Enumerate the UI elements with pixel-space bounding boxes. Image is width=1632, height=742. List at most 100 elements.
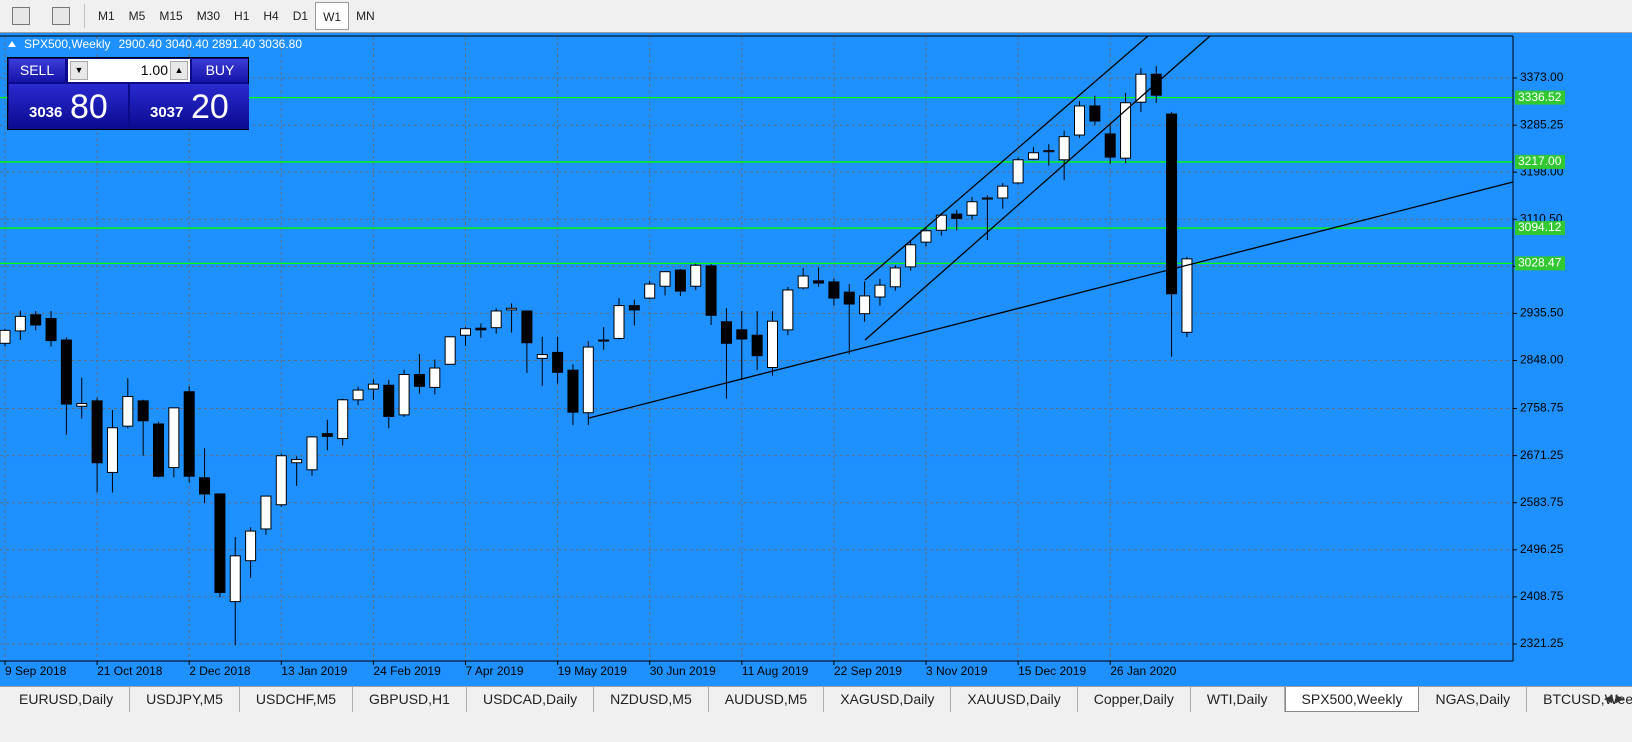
volume-down[interactable]: ▼ xyxy=(70,61,88,80)
candle-body xyxy=(383,384,395,417)
price-level-tag xyxy=(1515,256,1565,271)
timeframe-button[interactable]: MN xyxy=(356,9,375,23)
chart-tab[interactable]: AUDUSD,M5 xyxy=(709,687,825,712)
x-tick-label: 22 Sep 2019 xyxy=(834,664,902,678)
candle-body xyxy=(889,267,901,288)
candle-body xyxy=(552,351,564,373)
chart-tab[interactable]: USDJPY,M5 xyxy=(130,687,240,712)
x-tick-label: 15 Dec 2019 xyxy=(1018,664,1086,678)
timeframe-button[interactable]: D1 xyxy=(292,9,309,23)
price-level-label: 3094.12 xyxy=(1518,220,1562,234)
volume-box[interactable]: ▼ 1.00 ▲ xyxy=(68,59,190,82)
x-tick-label: 9 Sep 2018 xyxy=(5,664,67,678)
chart-tab[interactable]: XAGUSD,Daily xyxy=(824,687,952,712)
candle-body xyxy=(337,399,349,440)
candle-body xyxy=(1150,73,1162,96)
candle-body xyxy=(935,214,947,231)
shapes-tool[interactable] xyxy=(52,7,70,25)
chart-tabs: EURUSD,Daily USDJPY,M5 USDCHF,M5 GBPUSD,H1 U… xyxy=(0,686,1632,712)
grid xyxy=(0,36,1513,661)
x-tick-label: 7 Apr 2019 xyxy=(466,664,524,678)
chart-tab[interactable]: EURUSD,Daily xyxy=(3,687,131,712)
candle-body xyxy=(306,436,318,471)
chart-tab[interactable]: GBPUSD,H1 xyxy=(353,687,467,712)
candle-body xyxy=(214,493,226,593)
candle-body xyxy=(475,327,487,331)
text-tool[interactable] xyxy=(12,7,30,25)
timeframe-button[interactable]: H1 xyxy=(234,9,250,23)
price-level-label: 3336.52 xyxy=(1518,90,1562,104)
timeframe-button[interactable]: M1 xyxy=(98,9,115,23)
tab-scroll[interactable]: ◀ ▶ xyxy=(1604,693,1624,705)
chart-header: SPX500,Weekly 2900.40 3040.40 2891.40 30… xyxy=(8,37,302,51)
trendlines xyxy=(588,35,1514,419)
candle-body xyxy=(628,305,640,311)
bid-quote[interactable]: 3036 80 xyxy=(9,84,128,129)
candle-body xyxy=(60,339,72,405)
timeframe-button[interactable]: W1 xyxy=(315,2,350,30)
candle-body xyxy=(536,354,548,359)
timeframe-button[interactable]: M15 xyxy=(159,9,183,23)
y-tick-label: 2583.75 xyxy=(1520,495,1564,509)
candle-body xyxy=(30,314,42,326)
candle-body xyxy=(229,555,241,603)
candle-body xyxy=(460,328,471,336)
volume-up[interactable]: ▲ xyxy=(170,61,188,80)
timeframe-button[interactable]: M30 xyxy=(196,9,221,23)
chart-tab[interactable]: USDCAD,Daily xyxy=(467,687,595,712)
timeframe-button[interactable]: M5 xyxy=(128,9,146,23)
candle-body xyxy=(782,289,794,331)
chart-tab[interactable]: SPX500,Weekly xyxy=(1284,687,1420,712)
candle-body xyxy=(1135,73,1147,103)
candle-body xyxy=(444,336,456,365)
candle-body xyxy=(659,271,671,287)
chart-tab[interactable]: XAUUSD,Daily xyxy=(951,687,1078,712)
chart-tab[interactable]: NGAS,Daily xyxy=(1419,687,1528,712)
candle-body xyxy=(1104,133,1116,158)
timeframes: M1 M5 M15 M30 H1 H4 D1 W1 MN xyxy=(91,0,382,32)
candle-body xyxy=(122,396,134,427)
timeframe-button[interactable]: H4 xyxy=(263,9,279,23)
chart-tab[interactable]: Copper,Daily xyxy=(1078,687,1191,712)
candle-body xyxy=(168,407,180,469)
candle-body xyxy=(751,334,763,357)
ask-small: 20 xyxy=(191,88,229,126)
candle-body xyxy=(674,269,686,292)
candle-body xyxy=(91,400,103,464)
candle-body xyxy=(413,373,425,387)
candle-body xyxy=(199,477,211,495)
channel-line xyxy=(864,35,1211,341)
candle-body xyxy=(275,455,287,506)
x-tick-label: 24 Feb 2019 xyxy=(373,664,441,678)
price-level-label: 3217.00 xyxy=(1518,154,1562,168)
x-tick-label: 21 Oct 2018 xyxy=(97,664,163,678)
chart-tab[interactable]: BTCUSD,Weekly xyxy=(1527,687,1632,712)
toolbar: M1 M5 M15 M30 H1 H4 D1 W1 MN xyxy=(0,0,1632,33)
one-click-trading: SELL ▼ 1.00 ▲ BUY 3036 80 3037 20 xyxy=(7,57,249,130)
candle-body xyxy=(106,427,118,473)
buy-button[interactable]: BUY xyxy=(192,59,248,82)
chart-tab[interactable]: WTI,Daily xyxy=(1191,687,1285,712)
x-tick-label: 30 Jun 2019 xyxy=(650,664,716,678)
sell-button[interactable]: SELL xyxy=(9,59,65,82)
x-tick-label: 26 Jan 2020 xyxy=(1110,664,1176,678)
y-tick-label: 2848.00 xyxy=(1520,353,1564,367)
candle-body xyxy=(429,367,441,388)
candle-body xyxy=(1166,113,1178,295)
candle-body xyxy=(1120,102,1132,159)
candle-body xyxy=(582,346,594,414)
candle-body xyxy=(1089,105,1101,122)
chart-tab[interactable]: NZDUSD,M5 xyxy=(594,687,709,712)
candle-body xyxy=(644,283,656,299)
y-tick-label: 2671.25 xyxy=(1520,448,1564,462)
y-tick-label: 2935.50 xyxy=(1520,306,1564,320)
candle-body xyxy=(690,264,702,287)
candle-body xyxy=(291,459,303,464)
candle-body xyxy=(521,310,533,344)
candle-body xyxy=(137,400,149,422)
bid-big: 3036 xyxy=(29,104,63,121)
ask-quote[interactable]: 3037 20 xyxy=(130,84,249,129)
chart-tab[interactable]: USDCHF,M5 xyxy=(240,687,354,712)
y-tick-label: 3285.25 xyxy=(1520,117,1564,131)
candle-body xyxy=(767,320,778,368)
